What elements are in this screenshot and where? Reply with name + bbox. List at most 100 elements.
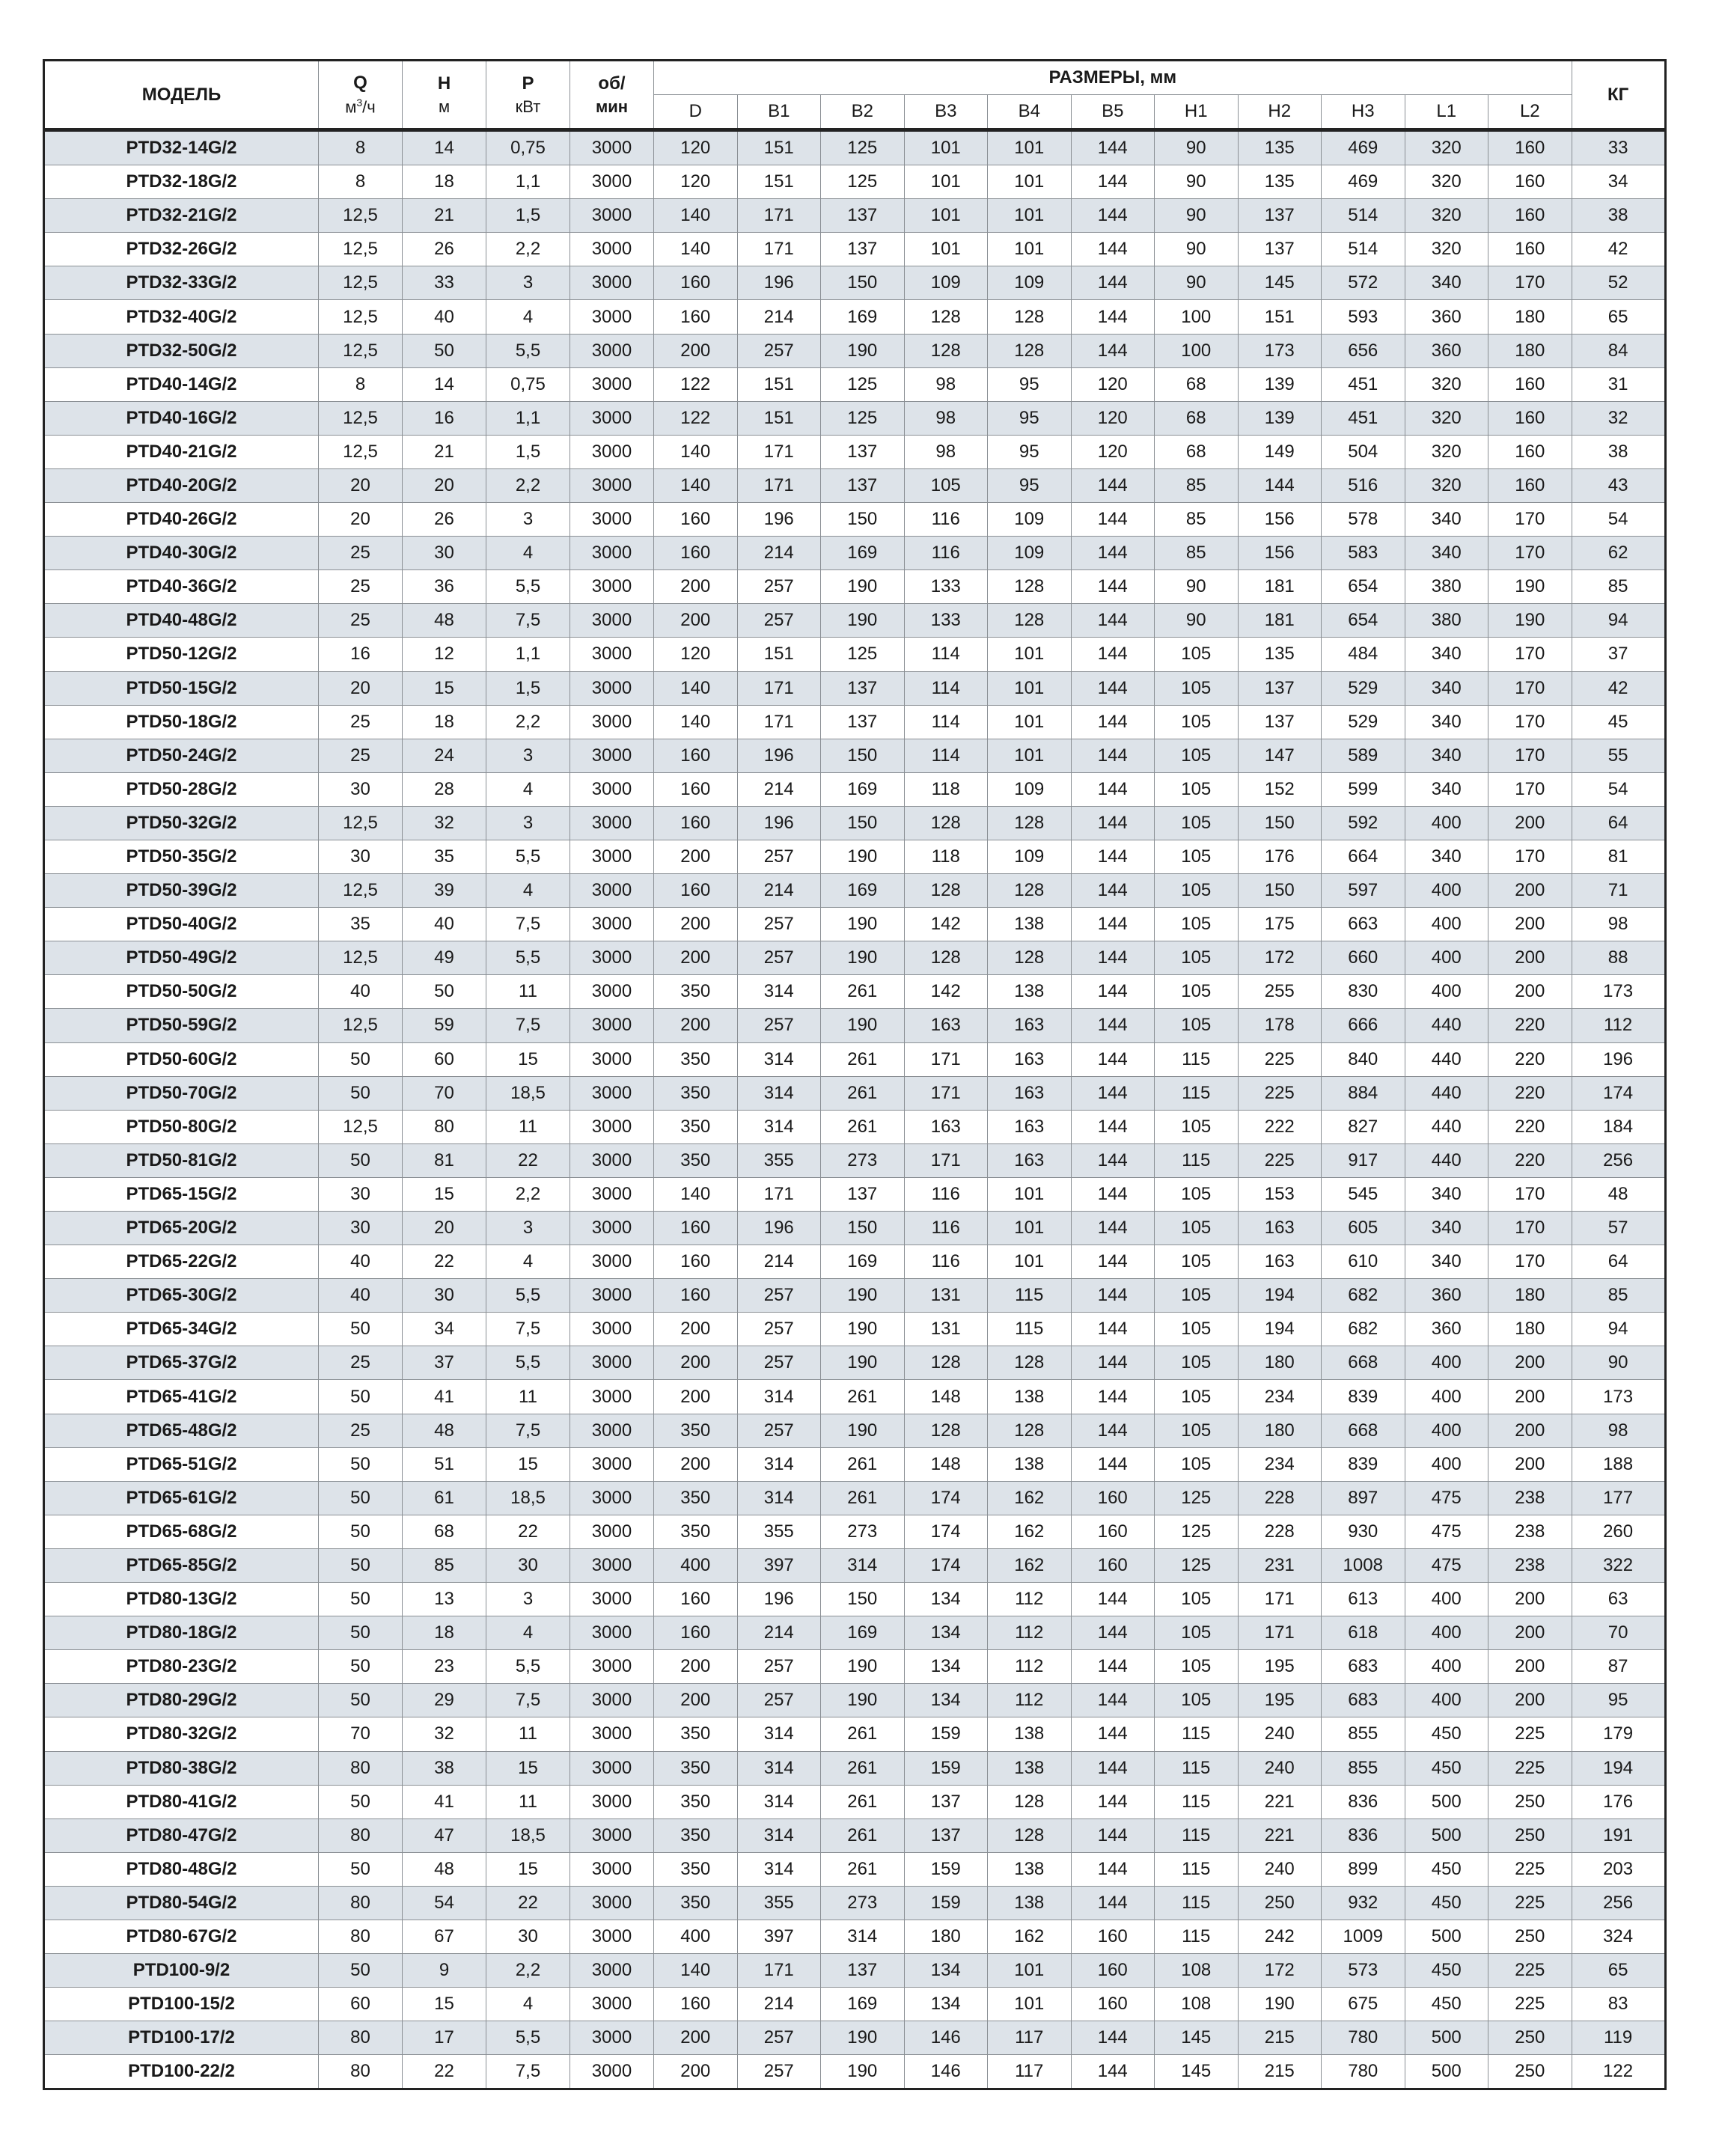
cell-head: 50 [402,333,486,368]
cell-l1: 340 [1404,704,1488,739]
cell-l1: 340 [1404,1176,1488,1212]
cell-l2: 220 [1488,1143,1572,1178]
cell-b1: 257 [736,1413,821,1448]
cell-b4: 109 [987,839,1072,875]
cell-weight: 64 [1571,805,1666,840]
cell-h1: 105 [1154,941,1239,976]
cell-h1: 115 [1154,1750,1239,1786]
cell-l1: 475 [1404,1480,1488,1515]
cell-model: PTD32-21G/2 [43,198,319,233]
cell-power: 11 [486,974,570,1010]
table-row: PTD50-81G/2 50 81 22 3000 350 355 273 171 163 144 1… [43,1143,1666,1178]
cell-flow: 12,5 [318,805,403,840]
cell-d: 350 [653,1109,738,1144]
cell-h2: 137 [1237,232,1322,267]
cell-l2: 225 [1488,1717,1572,1752]
table-row: PTD100-15/2 60 15 4 3000 160 214 169 134 101 160 10… [43,1987,1666,2022]
cell-b1: 214 [736,1245,821,1280]
cell-model: PTD50-40G/2 [43,907,319,942]
cell-power: 5,5 [486,1346,570,1381]
cell-l1: 320 [1404,165,1488,200]
table-row: PTD40-36G/2 25 36 5,5 3000 200 257 190 133 128 144… [43,569,1666,605]
cell-rpm: 3000 [570,1987,654,2022]
cell-b2: 190 [820,1346,905,1381]
cell-l2: 160 [1488,434,1572,469]
cell-b4: 128 [987,941,1072,976]
cell-head: 18 [402,1616,486,1651]
cell-rpm: 3000 [570,1919,654,1955]
cell-b4: 163 [987,1008,1072,1043]
cell-power: 5,5 [486,839,570,875]
cell-weight: 260 [1571,1514,1666,1549]
cell-d: 200 [653,839,738,875]
header-head-label: H [437,73,451,94]
cell-b5: 160 [1070,1548,1155,1584]
cell-h3: 836 [1321,1784,1405,1819]
cell-flow: 30 [318,839,403,875]
cell-b4: 138 [987,1447,1072,1482]
cell-h2: 163 [1237,1210,1322,1246]
cell-h1: 105 [1154,1447,1239,1482]
cell-rpm: 3000 [570,1953,654,1988]
cell-d: 350 [653,1750,738,1786]
cell-flow: 80 [318,1818,403,1853]
cell-model: PTD80-38G/2 [43,1750,319,1786]
cell-b2: 169 [820,1245,905,1280]
cell-h1: 68 [1154,367,1239,402]
cell-l2: 200 [1488,1447,1572,1482]
cell-l2: 200 [1488,974,1572,1010]
cell-b3: 148 [903,1447,988,1482]
cell-b1: 257 [736,907,821,942]
cell-rpm: 3000 [570,165,654,200]
cell-head: 21 [402,198,486,233]
cell-b3: 137 [903,1784,988,1819]
cell-h1: 125 [1154,1480,1239,1515]
cell-b4: 101 [987,1176,1072,1212]
cell-weight: 196 [1571,1042,1666,1077]
cell-flow: 50 [318,1784,403,1819]
cell-b5: 144 [1070,266,1155,301]
cell-d: 350 [653,1075,738,1111]
cell-b4: 128 [987,1784,1072,1819]
cell-flow: 50 [318,1548,403,1584]
cell-b4: 138 [987,1717,1072,1752]
cell-l1: 450 [1404,1750,1488,1786]
cell-d: 160 [653,873,738,908]
cell-weight: 38 [1571,434,1666,469]
cell-model: PTD40-14G/2 [43,367,319,402]
cell-weight: 85 [1571,1278,1666,1313]
cell-rpm: 3000 [570,738,654,773]
cell-b4: 101 [987,1953,1072,1988]
cell-b5: 144 [1070,805,1155,840]
cell-b1: 171 [736,1953,821,1988]
cell-b1: 151 [736,637,821,672]
header-model: МОДЕЛЬ [43,60,319,130]
cell-b5: 144 [1070,738,1155,773]
cell-h2: 215 [1237,2054,1322,2090]
cell-b5: 144 [1070,1109,1155,1144]
cell-weight: 54 [1571,772,1666,807]
cell-h2: 172 [1237,941,1322,976]
cell-model: PTD100-9/2 [43,1953,319,1988]
cell-b3: 116 [903,1210,988,1246]
cell-d: 400 [653,1548,738,1584]
cell-b3: 134 [903,1649,988,1685]
cell-d: 350 [653,974,738,1010]
cell-weight: 184 [1571,1109,1666,1144]
cell-l1: 340 [1404,839,1488,875]
cell-weight: 65 [1571,1953,1666,1988]
cell-h1: 105 [1154,1616,1239,1651]
cell-rpm: 3000 [570,1616,654,1651]
cell-b4: 128 [987,1346,1072,1381]
cell-flow: 30 [318,772,403,807]
cell-model: PTD40-48G/2 [43,603,319,638]
cell-b5: 144 [1070,772,1155,807]
cell-l1: 450 [1404,1987,1488,2022]
cell-b4: 101 [987,1210,1072,1246]
cell-b4: 115 [987,1312,1072,1347]
cell-weight: 63 [1571,1582,1666,1617]
cell-head: 48 [402,1851,486,1887]
cell-model: PTD80-47G/2 [43,1818,319,1853]
cell-power: 1,1 [486,165,570,200]
table-row: PTD50-18G/2 25 18 2,2 3000 140 171 137 114 101 144… [43,704,1666,739]
